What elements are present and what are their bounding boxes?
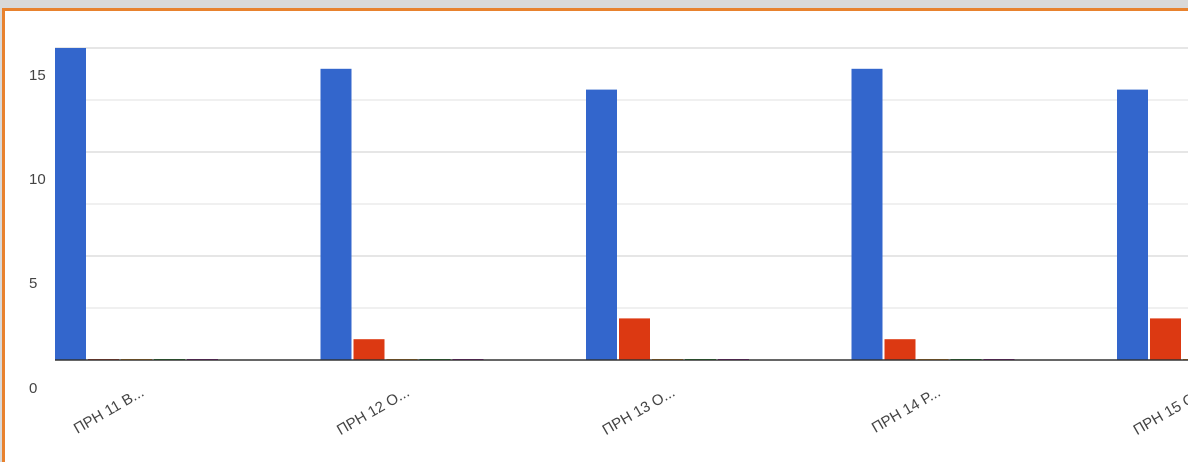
x-tick-label: ПРН 12 О... [334,384,412,439]
y-axis-ticks: 0 5 10 15 [29,67,46,397]
bar [1150,318,1181,360]
bar-chart: 0 5 10 15 ПРН 11 В... ПРН 12 О... ПРН 13 О...… [29,47,1188,439]
bar [851,68,883,361]
x-tick-label: ПРН 15 О... [1131,384,1188,439]
bar [1117,89,1148,360]
bar [320,68,352,361]
y-tick-label: 10 [29,171,46,188]
y-tick-label: 0 [29,380,37,397]
x-tick-label: ПРН 14 Р... [869,384,944,437]
bar [353,339,385,360]
chart-frame: 0 5 10 15 ПРН 11 В... ПРН 12 О... ПРН 13 О...… [2,8,1188,462]
y-tick-label: 15 [29,67,46,84]
bar [884,339,916,360]
x-tick-label: ПРН 13 О... [600,384,678,439]
bar [586,89,617,360]
bar [55,48,86,360]
gridlines [55,47,1188,309]
x-tick-label: ПРН 11 В... [71,384,147,438]
bar [619,318,650,360]
y-tick-label: 5 [29,275,37,292]
x-axis-labels: ПРН 11 В... ПРН 12 О... ПРН 13 О... ПРН 14 … [71,384,1188,439]
